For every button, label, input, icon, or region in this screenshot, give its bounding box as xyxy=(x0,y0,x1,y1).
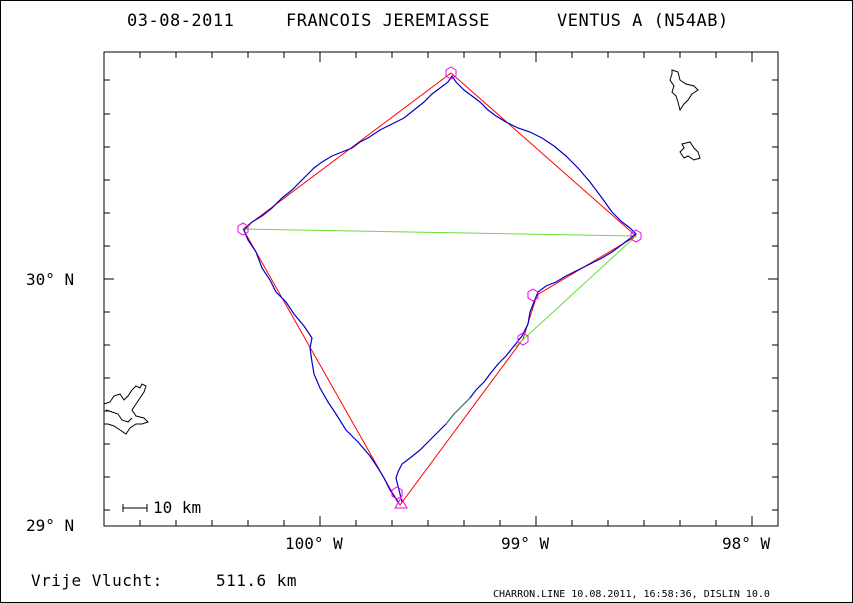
turnpoint-north xyxy=(445,66,457,80)
closing-leg-lower xyxy=(514,235,637,348)
distance-value: 511.6 km xyxy=(216,571,297,590)
lon-label-99: 99° W xyxy=(501,534,550,553)
start-finish-triangle-icon xyxy=(394,497,408,509)
task-route xyxy=(242,72,637,506)
turnpoint-east xyxy=(630,229,642,243)
glider-name: VENTUS A (N54AB) xyxy=(557,11,729,31)
turnpoint-west xyxy=(237,222,249,236)
turnpoints xyxy=(237,66,642,509)
axis-ticks xyxy=(104,52,778,526)
flight-date: 03-08-2011 xyxy=(127,11,234,31)
final-glide-track xyxy=(445,397,471,425)
lat-label-30: 30° N xyxy=(26,270,74,289)
lat-label-29: 29° N xyxy=(26,516,74,535)
credit-line: CHARRON.LINE 10.08.2011, 16:58:36, DISLI… xyxy=(493,589,770,600)
scale-label: 10 km xyxy=(153,498,201,517)
turnpoint-mid xyxy=(527,288,539,302)
turnpoint-south xyxy=(391,486,403,500)
plot-border xyxy=(103,51,779,527)
scale-bar: 10 km xyxy=(122,498,201,517)
gps-track xyxy=(243,74,637,503)
distance-label: Vrije Vlucht: xyxy=(31,571,163,590)
task-leg-line xyxy=(242,72,637,506)
pilot-name: FRANCOIS JEREMIASSE xyxy=(286,11,490,31)
lon-label-100: 100° W xyxy=(285,534,343,553)
terrain-features xyxy=(103,69,701,435)
closing-leg-upper xyxy=(242,228,637,237)
turnpoint-lower xyxy=(517,332,529,346)
lon-label-98: 98° W xyxy=(722,534,771,553)
